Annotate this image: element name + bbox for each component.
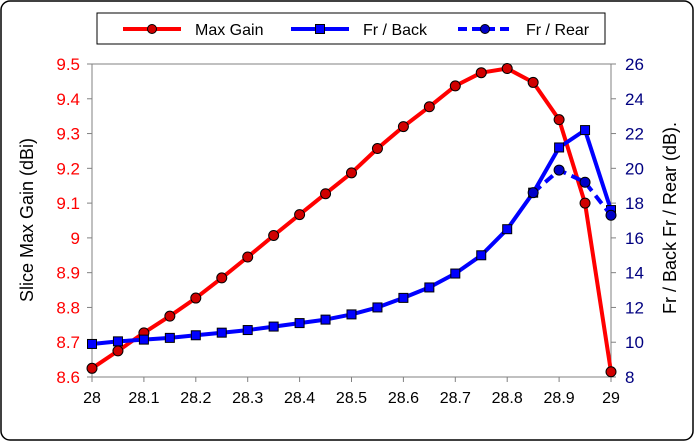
x-tick-label: 28 xyxy=(83,390,101,407)
data-point-fr-back xyxy=(190,330,201,341)
data-point-fr-back xyxy=(242,325,253,336)
y-right-tick-label: 20 xyxy=(625,159,644,178)
legend-label-fr-rear: Fr / Rear xyxy=(526,22,590,39)
y-left-tick-label: 8.6 xyxy=(56,368,80,387)
legend-marker-fr-back xyxy=(315,24,325,34)
series-fr-back xyxy=(87,125,616,349)
x-tick-label: 28.8 xyxy=(492,390,523,407)
x-tick-label: 28.1 xyxy=(128,390,159,407)
data-point-max-gain xyxy=(605,366,617,378)
data-point-max-gain xyxy=(423,101,435,113)
data-point-max-gain xyxy=(346,167,357,179)
legend-box xyxy=(96,12,606,45)
y-right-tick-label: 16 xyxy=(625,229,644,248)
y-left-tick-label: 8.9 xyxy=(56,264,80,283)
data-point-fr-back xyxy=(138,334,149,345)
plot-area xyxy=(91,63,612,378)
data-point-max-gain xyxy=(553,114,565,126)
x-tick-label: 29 xyxy=(602,390,620,407)
data-point-max-gain xyxy=(86,362,98,374)
legend-label-fr-back: Fr / Back xyxy=(363,22,428,39)
data-point-max-gain xyxy=(294,209,306,221)
y-right-tick-label: 14 xyxy=(625,264,644,283)
y-right-tick-label: 12 xyxy=(625,298,644,317)
data-point-max-gain xyxy=(190,292,202,304)
data-point-fr-back xyxy=(87,338,97,349)
x-tick-label: 28.9 xyxy=(544,390,575,407)
data-point-max-gain xyxy=(371,143,383,155)
data-point-fr-back xyxy=(112,336,123,347)
data-point-fr-back xyxy=(372,302,383,313)
data-point-fr-back xyxy=(424,282,435,293)
y-left-tick-label: 9.5 xyxy=(56,55,80,74)
x-tick-label: 28.3 xyxy=(232,390,263,407)
y-right-tick-label: 22 xyxy=(625,125,644,144)
data-point-max-gain xyxy=(397,121,409,133)
y-left-tick-label: 8.8 xyxy=(56,298,80,317)
data-point-fr-back xyxy=(346,309,357,320)
y-left-tick-label: 9 xyxy=(71,229,80,248)
data-point-fr-back xyxy=(268,321,279,332)
data-point-max-gain xyxy=(112,345,124,357)
y-axis-left-label: Slice Max Gain (dBi) xyxy=(17,138,37,302)
data-point-max-gain xyxy=(475,67,487,79)
data-point-fr-back xyxy=(476,250,487,261)
series-line-fr-rear xyxy=(531,168,613,217)
data-point-max-gain xyxy=(164,310,176,322)
y-left-tick-label: 8.7 xyxy=(56,333,80,352)
data-point-max-gain xyxy=(501,63,513,75)
y-right-tick-label: 18 xyxy=(625,194,644,213)
data-point-fr-back xyxy=(554,142,565,153)
y-left-tick-label: 9.1 xyxy=(56,194,80,213)
data-point-max-gain xyxy=(527,76,539,88)
series-max-gain xyxy=(86,63,617,378)
y-left-tick-label: 9.3 xyxy=(56,125,80,144)
series-fr-rear xyxy=(527,164,617,221)
data-point-max-gain xyxy=(320,188,332,200)
y-right-tick-label: 10 xyxy=(625,333,644,352)
x-tick-label: 28.7 xyxy=(440,390,471,407)
y-right-tick-label: 8 xyxy=(625,368,634,387)
data-point-fr-back xyxy=(450,268,461,279)
axes-layer: 28 28.1 28.2 28.3 28.4 28.5 28.6 28.7 28.8 28.9 29… xyxy=(56,55,644,407)
data-point-fr-back xyxy=(216,327,227,338)
y-left-tick-label: 9.2 xyxy=(56,159,80,178)
y-right-tick-label: 26 xyxy=(625,55,644,74)
x-tick-label: 28.4 xyxy=(284,390,315,407)
y-right-tick-label: 24 xyxy=(625,90,644,109)
data-point-fr-back xyxy=(580,125,591,136)
x-tick-label: 28.5 xyxy=(336,390,367,407)
series-layer xyxy=(86,63,617,378)
data-point-fr-back xyxy=(320,314,331,325)
legend-marker-max-gain xyxy=(147,24,157,34)
x-tick-label: 28.2 xyxy=(180,390,211,407)
data-point-fr-back xyxy=(398,292,409,303)
data-point-max-gain xyxy=(216,272,228,284)
data-point-fr-rear xyxy=(579,176,591,188)
data-point-fr-rear xyxy=(527,187,539,199)
legend-label-max-gain: Max Gain xyxy=(195,22,263,39)
y-axis-right-label: Fr / Back Fr / Rear (dB). xyxy=(660,122,680,314)
x-tick-label: 28.6 xyxy=(388,390,419,407)
legend-marker-fr-rear xyxy=(480,24,490,34)
data-point-max-gain xyxy=(268,229,280,241)
legend: Max Gain Fr / Back Fr / Rear xyxy=(96,12,606,45)
data-point-fr-back xyxy=(164,332,175,343)
data-point-fr-back xyxy=(502,224,513,235)
y-left-tick-label: 9.4 xyxy=(56,90,80,109)
data-point-max-gain xyxy=(579,197,591,209)
data-point-max-gain xyxy=(449,80,461,92)
data-point-fr-rear xyxy=(605,209,617,221)
data-point-max-gain xyxy=(242,251,254,263)
data-point-fr-back xyxy=(294,318,305,329)
data-point-fr-rear xyxy=(553,164,565,176)
